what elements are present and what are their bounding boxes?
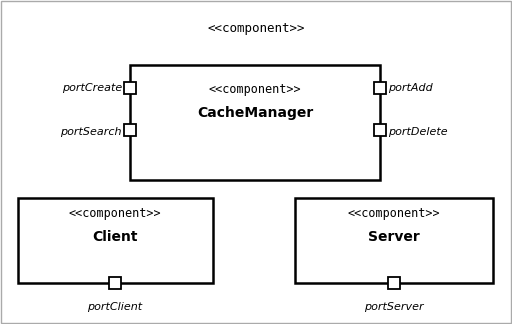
Bar [130, 65, 380, 180]
Text: portAdd: portAdd [388, 83, 433, 93]
Text: <<component>>: <<component>> [209, 84, 302, 97]
Text: portCreate: portCreate [62, 83, 122, 93]
Bar [374, 124, 386, 136]
Text: portDelete: portDelete [388, 127, 447, 137]
Text: Client: Client [92, 230, 138, 244]
Text: portSearch: portSearch [60, 127, 122, 137]
Text: <<component>>: <<component>> [69, 207, 161, 221]
Text: CacheManager: CacheManager [197, 106, 313, 120]
Bar [18, 198, 213, 283]
Bar [295, 198, 493, 283]
Text: <<component>>: <<component>> [348, 207, 440, 221]
Bar [109, 277, 121, 289]
Text: portServer: portServer [364, 302, 424, 312]
Bar [124, 82, 136, 94]
Bar [374, 82, 386, 94]
Bar [388, 277, 400, 289]
Text: Server: Server [368, 230, 420, 244]
Text: portClient: portClient [88, 302, 142, 312]
Text: <<component>>: <<component>> [207, 22, 305, 35]
Bar [124, 124, 136, 136]
